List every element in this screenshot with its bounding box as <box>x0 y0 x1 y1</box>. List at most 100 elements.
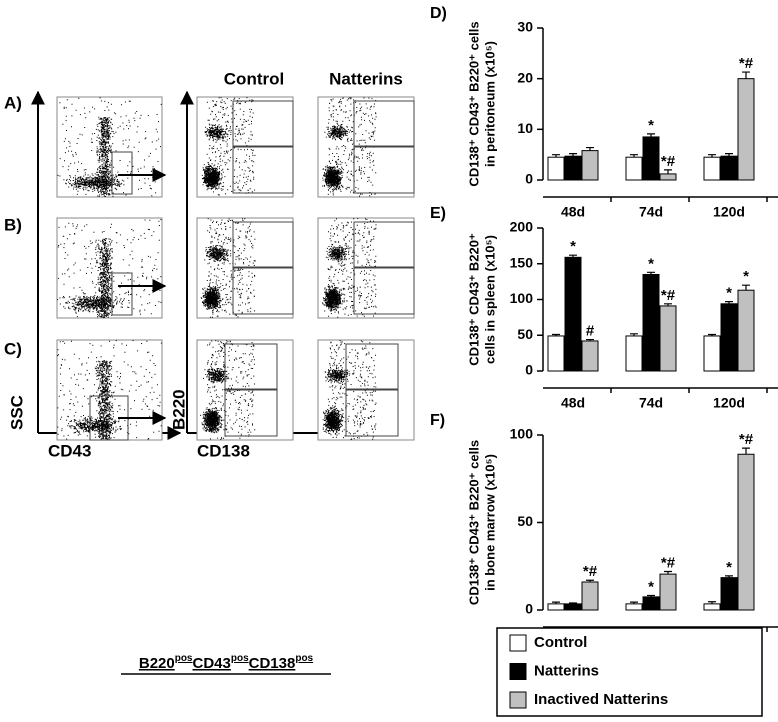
legend-label: Control <box>534 634 587 651</box>
significance-mark: # <box>586 323 595 340</box>
y-axis-label: CD138⁺ CD43⁺ B220⁺ cells <box>466 440 481 605</box>
error-bar <box>725 153 733 157</box>
marker-name: CD138 <box>249 655 296 672</box>
flow-dots <box>322 218 377 318</box>
column-title: Control <box>224 69 284 88</box>
error-bar <box>664 169 672 174</box>
significance-mark: *# <box>661 554 676 571</box>
axis-label: SSC <box>7 395 26 430</box>
error-bar <box>725 301 733 304</box>
error-bar <box>586 579 594 582</box>
y-tick-label: 30 <box>517 19 533 35</box>
error-bar <box>630 154 638 158</box>
error-bar <box>647 594 655 597</box>
error-bar <box>552 601 560 604</box>
gate <box>224 343 278 390</box>
gate <box>353 146 415 194</box>
error-bar <box>742 71 750 79</box>
significance-mark: * <box>726 285 732 302</box>
bar <box>642 136 660 181</box>
y-axis-label: cells in spleen (x10⁵) <box>482 235 497 364</box>
error-bar <box>569 153 577 157</box>
gate <box>345 343 399 390</box>
error-bar <box>569 254 577 258</box>
y-axis-label: in bone marrow (x10⁵) <box>482 454 497 591</box>
significance-mark: * <box>726 559 732 576</box>
y-tick-label: 200 <box>510 219 534 235</box>
panel-label: F) <box>430 412 445 429</box>
panel-label: D) <box>430 5 447 22</box>
x-tick-label: 74d <box>639 204 663 220</box>
error-bar <box>742 284 750 291</box>
flow-dots <box>322 97 377 197</box>
bar <box>659 305 677 372</box>
gate <box>111 272 133 316</box>
significance-mark: * <box>648 255 654 272</box>
bar <box>564 603 582 611</box>
bar <box>703 335 721 372</box>
x-tick-label: 48d <box>561 204 585 220</box>
error-bar <box>552 154 560 158</box>
flow-dots <box>200 340 256 440</box>
error-bar <box>708 333 716 336</box>
gate <box>232 146 294 194</box>
flow-plot <box>56 339 163 441</box>
bar <box>625 156 643 181</box>
legend-swatch <box>509 634 527 652</box>
gate <box>232 100 294 147</box>
axis-label: B220 <box>169 389 188 430</box>
significance-mark: *# <box>739 55 754 72</box>
bar <box>581 581 599 611</box>
flow-dots <box>201 97 256 196</box>
bar <box>703 603 721 611</box>
y-tick-label: 10 <box>517 120 533 136</box>
column-title: Natterins <box>329 69 403 88</box>
gate <box>345 389 399 437</box>
bar <box>547 603 565 611</box>
superscript: pos <box>231 653 249 664</box>
superscript: pos <box>175 653 193 664</box>
y-axis-label: in peritoneum (x10⁵) <box>482 41 497 167</box>
bar <box>547 335 565 372</box>
significance-mark: * <box>648 117 654 134</box>
superscript: pos <box>295 653 313 664</box>
bar <box>642 596 660 611</box>
y-tick-label: 50 <box>517 513 533 529</box>
legend-swatch <box>509 663 527 680</box>
x-tick-label: 74d <box>639 395 663 411</box>
bar <box>720 577 738 611</box>
bar <box>737 78 755 181</box>
y-tick-label: 150 <box>510 254 534 270</box>
error-bar <box>647 133 655 137</box>
bar <box>737 289 755 372</box>
error-bar <box>742 447 750 455</box>
gate <box>232 221 294 268</box>
error-bar <box>708 154 716 158</box>
flow-dots <box>57 97 162 197</box>
flow-dots <box>200 218 256 318</box>
row-label: B) <box>4 215 22 234</box>
y-tick-label: 20 <box>517 69 533 85</box>
significance-mark: *# <box>661 153 676 170</box>
error-bar <box>664 570 672 575</box>
marker-name: B220 <box>139 655 175 672</box>
gate <box>111 151 133 195</box>
y-tick-label: 100 <box>510 290 534 306</box>
marker-name: CD43 <box>193 655 231 672</box>
significance-mark: * <box>743 268 749 285</box>
bar <box>659 573 677 611</box>
significance-mark: * <box>648 578 654 595</box>
x-tick-label: 120d <box>713 204 745 220</box>
error-bar <box>630 601 638 604</box>
bar <box>564 256 582 372</box>
x-tick-label: 48d <box>561 395 585 411</box>
gate <box>232 267 294 315</box>
gate <box>353 267 415 315</box>
error-bar <box>647 271 655 275</box>
flow-dots <box>322 340 377 440</box>
bar <box>625 603 643 611</box>
significance-mark: * <box>570 238 576 255</box>
y-axis-label: CD138⁺ CD43⁺ B220⁺ <box>466 233 481 366</box>
y-axis-label: CD138⁺ CD43⁺ B220⁺ cells <box>466 21 481 186</box>
